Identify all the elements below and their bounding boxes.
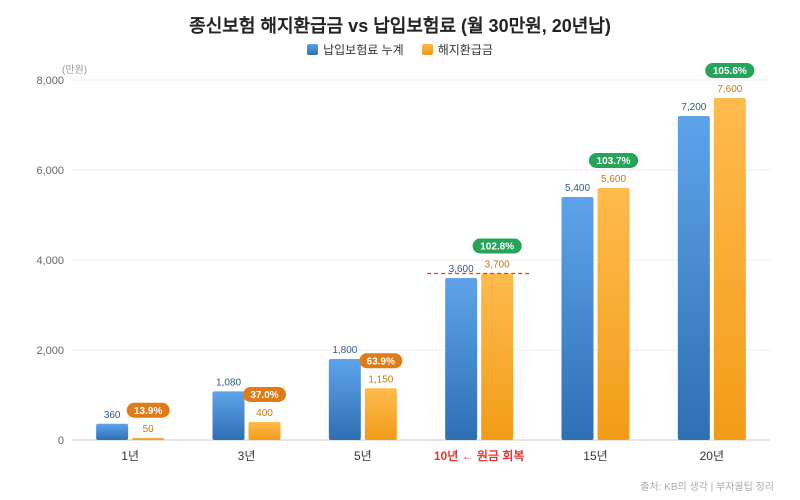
x-tick-label: 3년 (238, 449, 256, 463)
bar-refund (132, 437, 165, 440)
x-tick-label: 5년 (354, 449, 372, 463)
data-label-refund: 50 (143, 424, 155, 435)
ratio-badge-text: 105.6% (713, 66, 747, 77)
bars-layer (96, 98, 746, 440)
bar-paid (96, 423, 129, 440)
bar-refund (248, 422, 281, 440)
bar-refund (713, 98, 746, 440)
ratio-badge (588, 153, 639, 168)
ratio-badge-text: 63.9% (367, 356, 395, 367)
labels-layer: 360 50 13.9% 1년 1,080 400 37.0% 3년 1,800 1,150 63.… (104, 63, 755, 463)
data-label-paid: 1,800 (332, 345, 357, 356)
ratio-badge (705, 63, 755, 78)
ratio-badge-text: 102.8% (480, 242, 514, 253)
ratio-badge (126, 402, 170, 418)
source-note: 출처: KB의 생각 | 부자꿀팁 정리 (640, 482, 774, 493)
bar-paid (561, 197, 594, 440)
ratio-badge (359, 353, 403, 369)
ratio-badge (243, 387, 286, 402)
y-tick-label: 0 (58, 435, 64, 447)
ratio-badge-text: 37.0% (250, 390, 278, 401)
ratio-badge-text: 103.7% (597, 156, 631, 167)
data-label-refund: 400 (256, 408, 273, 419)
y-tick-label: 4,000 (36, 255, 64, 267)
y-axis-unit-label: (만원) (62, 65, 88, 76)
data-label-paid: 7,200 (681, 102, 706, 113)
legend-item-refund: 해지환급금 (421, 41, 493, 58)
data-label-refund: 3,700 (485, 260, 510, 271)
x-tick-label: 20년 (700, 449, 724, 463)
y-tick-label: 6,000 (36, 165, 64, 177)
data-label-paid: 3,600 (449, 264, 474, 275)
y-tick-label: 8,000 (36, 75, 64, 87)
x-tick-label: 1년 (121, 449, 139, 463)
x-tick-label: 10년 ← 원금 회복 (434, 448, 525, 463)
data-label-refund: 5,600 (601, 174, 626, 185)
legend-label-refund: 해지환급금 (437, 43, 493, 57)
data-label-refund: 1,150 (368, 374, 393, 385)
bar-paid (212, 391, 245, 440)
data-label-refund: 7,600 (717, 84, 742, 95)
chart-title: 종신보험 해지환급금 vs 납입보험료 (월 30만원, 20년납) (189, 16, 611, 36)
data-label-paid: 360 (104, 410, 121, 421)
bar-paid (445, 278, 478, 440)
y-tick-label: 2,000 (36, 345, 64, 357)
ratio-badge-text: 13.9% (134, 406, 162, 417)
data-label-paid: 5,400 (565, 183, 590, 194)
data-label-paid: 1,080 (216, 377, 241, 388)
legend-label-paid: 납입보험료 누계 (323, 43, 404, 57)
bar-refund (364, 388, 397, 440)
legend-swatch-paid (307, 44, 319, 55)
bar-paid (328, 359, 361, 440)
legend-swatch-refund (421, 44, 433, 55)
chart-legend: 납입보험료 누계 해지환급금 (0, 41, 800, 58)
bar-refund (481, 273, 514, 440)
grid-layer: 0 2,000 4,000 6,000 8,000 (36, 75, 770, 447)
x-tick-label: 15년 (583, 449, 607, 463)
bar-paid (677, 116, 710, 440)
ratio-badge (472, 238, 522, 254)
legend-item-paid: 납입보험료 누계 (307, 41, 404, 58)
bar-refund (597, 188, 630, 440)
